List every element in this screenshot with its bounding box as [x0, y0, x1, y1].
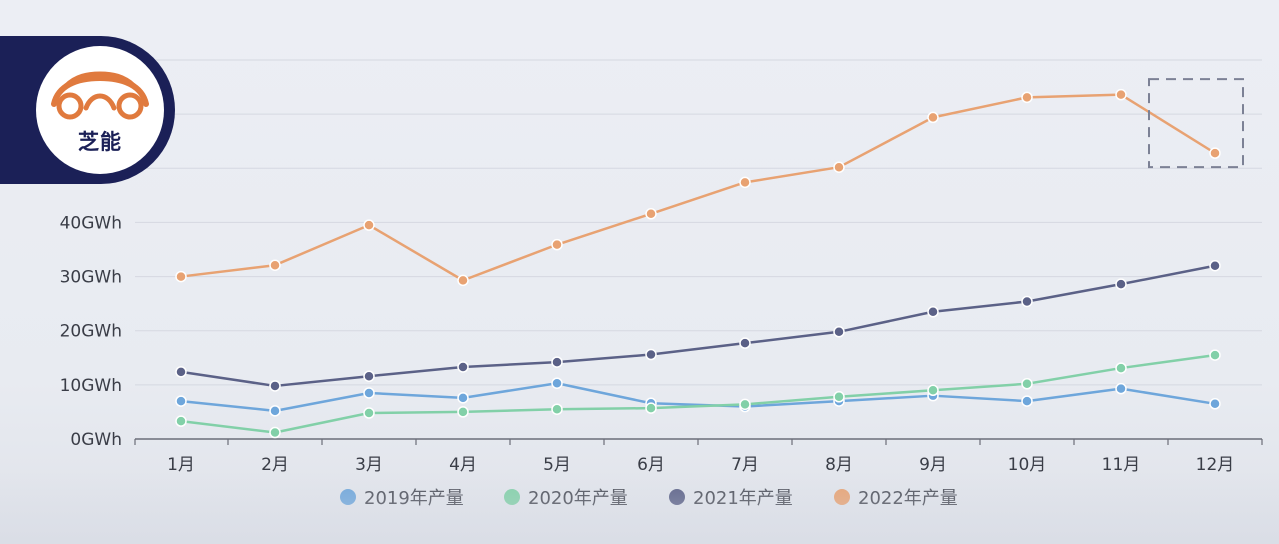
legend-marker: [340, 489, 356, 505]
data-point: [269, 259, 281, 271]
data-point: [645, 402, 657, 414]
series-line: [180, 381, 1216, 413]
data-point: [363, 387, 375, 399]
data-point: [1021, 91, 1033, 104]
x-tick-label: 10月: [1008, 455, 1047, 475]
y-tick-label: 0GWh: [70, 430, 122, 450]
data-point: [363, 219, 375, 231]
data-point: [269, 405, 281, 417]
x-tick-label: 2月: [261, 455, 289, 475]
data-point: [739, 398, 751, 411]
x-tick-label: 6月: [637, 455, 665, 475]
data-point: [739, 337, 751, 349]
data-point: [833, 391, 845, 403]
data-point: [1115, 362, 1127, 374]
x-tick-label: 1月: [167, 455, 195, 475]
data-point: [1209, 259, 1221, 272]
series-line: [180, 264, 1216, 388]
x-tick-label: 8月: [825, 455, 853, 475]
data-point: [927, 384, 939, 397]
data-point: [457, 274, 469, 287]
data-point: [927, 111, 939, 124]
legend-marker: [669, 489, 685, 505]
highlight-box-layer: [1148, 78, 1244, 169]
series-line: [180, 93, 1216, 282]
x-tick-labels: 1月 2月 3月 4月 5月 6月 7月 8月 9月 10月 11月 12月: [167, 455, 1234, 475]
data-point: [739, 176, 751, 189]
data-point: [551, 377, 563, 389]
legend-marker: [834, 489, 850, 505]
data-point: [269, 426, 281, 439]
legend-label: 2019年产量: [364, 488, 464, 509]
data-point: [457, 392, 469, 404]
legend-marker: [504, 489, 520, 505]
data-point: [1209, 349, 1221, 361]
x-tick-label: 3月: [355, 455, 383, 475]
data-point: [1209, 398, 1221, 410]
x-tick-label: 11月: [1102, 455, 1141, 475]
data-point: [833, 161, 845, 173]
series-line: [180, 353, 1216, 434]
series-group: [175, 88, 1221, 439]
highlight-box: [1148, 78, 1244, 169]
data-point: [1021, 295, 1033, 308]
data-point: [269, 380, 281, 392]
data-point: [927, 306, 939, 318]
y-tick-label: 10GWh: [60, 376, 122, 396]
data-point: [645, 208, 657, 220]
data-point: [551, 356, 563, 368]
data-point: [551, 238, 563, 251]
y-tick-label: 30GWh: [60, 268, 122, 288]
legend-label: 2021年产量: [693, 488, 793, 509]
y-tick-labels: 0GWh 10GWh 20GWh 30GWh 40GWh: [60, 213, 122, 450]
grid-lines: [135, 59, 1262, 386]
data-point: [1115, 382, 1127, 395]
data-point: [1209, 147, 1221, 159]
brand-badge: 芝能: [0, 36, 175, 184]
data-point: [1115, 278, 1127, 290]
x-tick-label: 9月: [919, 455, 947, 475]
data-point: [551, 403, 563, 415]
data-point: [175, 270, 187, 283]
data-point: [457, 361, 469, 373]
data-point: [833, 326, 845, 338]
x-tick-label: 5月: [543, 455, 571, 475]
brand-name: 芝能: [78, 130, 122, 154]
data-point: [175, 366, 187, 378]
data-point: [1115, 88, 1127, 101]
legend-label: 2022年产量: [858, 488, 958, 509]
brand-logo: 芝能: [36, 46, 164, 174]
y-tick-label: 20GWh: [60, 322, 122, 342]
y-tick-label: 40GWh: [60, 213, 122, 233]
x-tick-label: 12月: [1196, 455, 1235, 475]
legend: 2019年产量 2020年产量 2021年产量 2022年产量: [340, 488, 958, 509]
data-point: [645, 348, 657, 361]
x-tick-label: 7月: [731, 455, 759, 475]
car-logo-icon: [51, 71, 149, 120]
data-point: [457, 406, 469, 418]
data-point: [1021, 395, 1033, 407]
x-tick-label: 4月: [449, 455, 477, 475]
data-point: [363, 370, 375, 382]
axes: [134, 438, 1263, 445]
data-point: [363, 407, 375, 419]
data-point: [175, 415, 187, 427]
data-point: [175, 395, 187, 407]
data-point: [1021, 378, 1033, 390]
legend-label: 2020年产量: [528, 488, 628, 509]
